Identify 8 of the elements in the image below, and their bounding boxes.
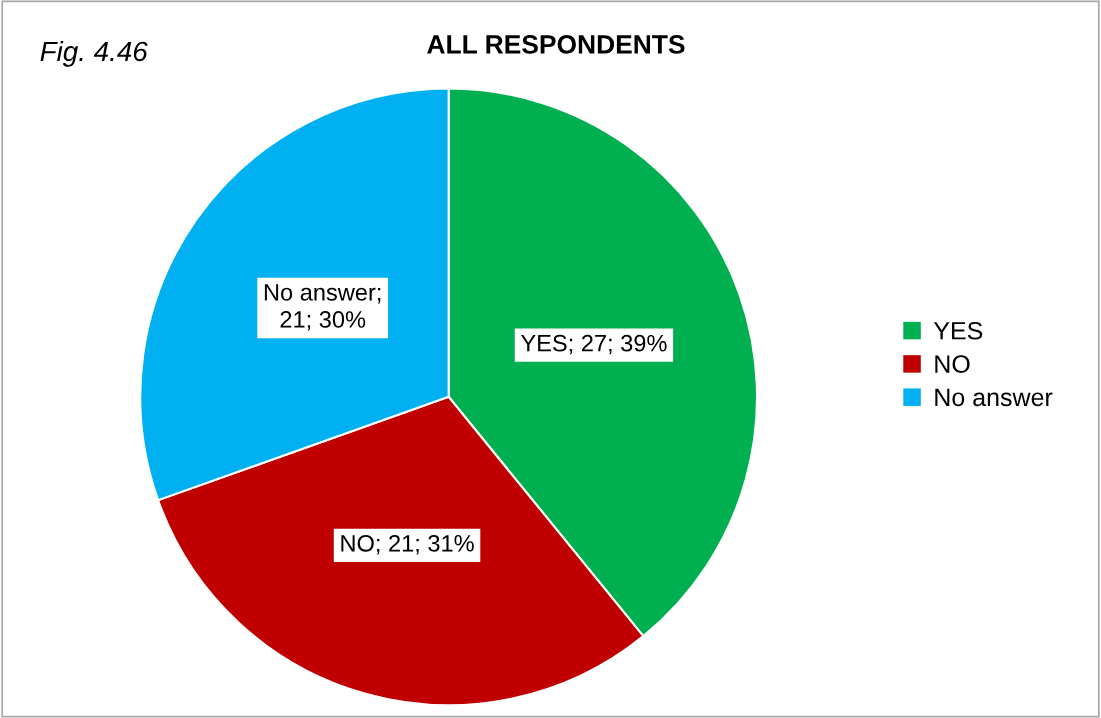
data-label: No answer; 21; 30%: [264, 284, 381, 331]
data-label: NO; 21; 31%: [341, 534, 474, 555]
caption: Fig. 4.46: [40, 40, 148, 67]
legend-label: NO: [935, 355, 970, 373]
chart-title: ALL RESPONDENTS: [427, 35, 685, 54]
legend-label: No answer: [935, 388, 1053, 407]
legend-label: YES: [933, 321, 983, 340]
data-label: YES; 27; 39%: [520, 334, 667, 355]
